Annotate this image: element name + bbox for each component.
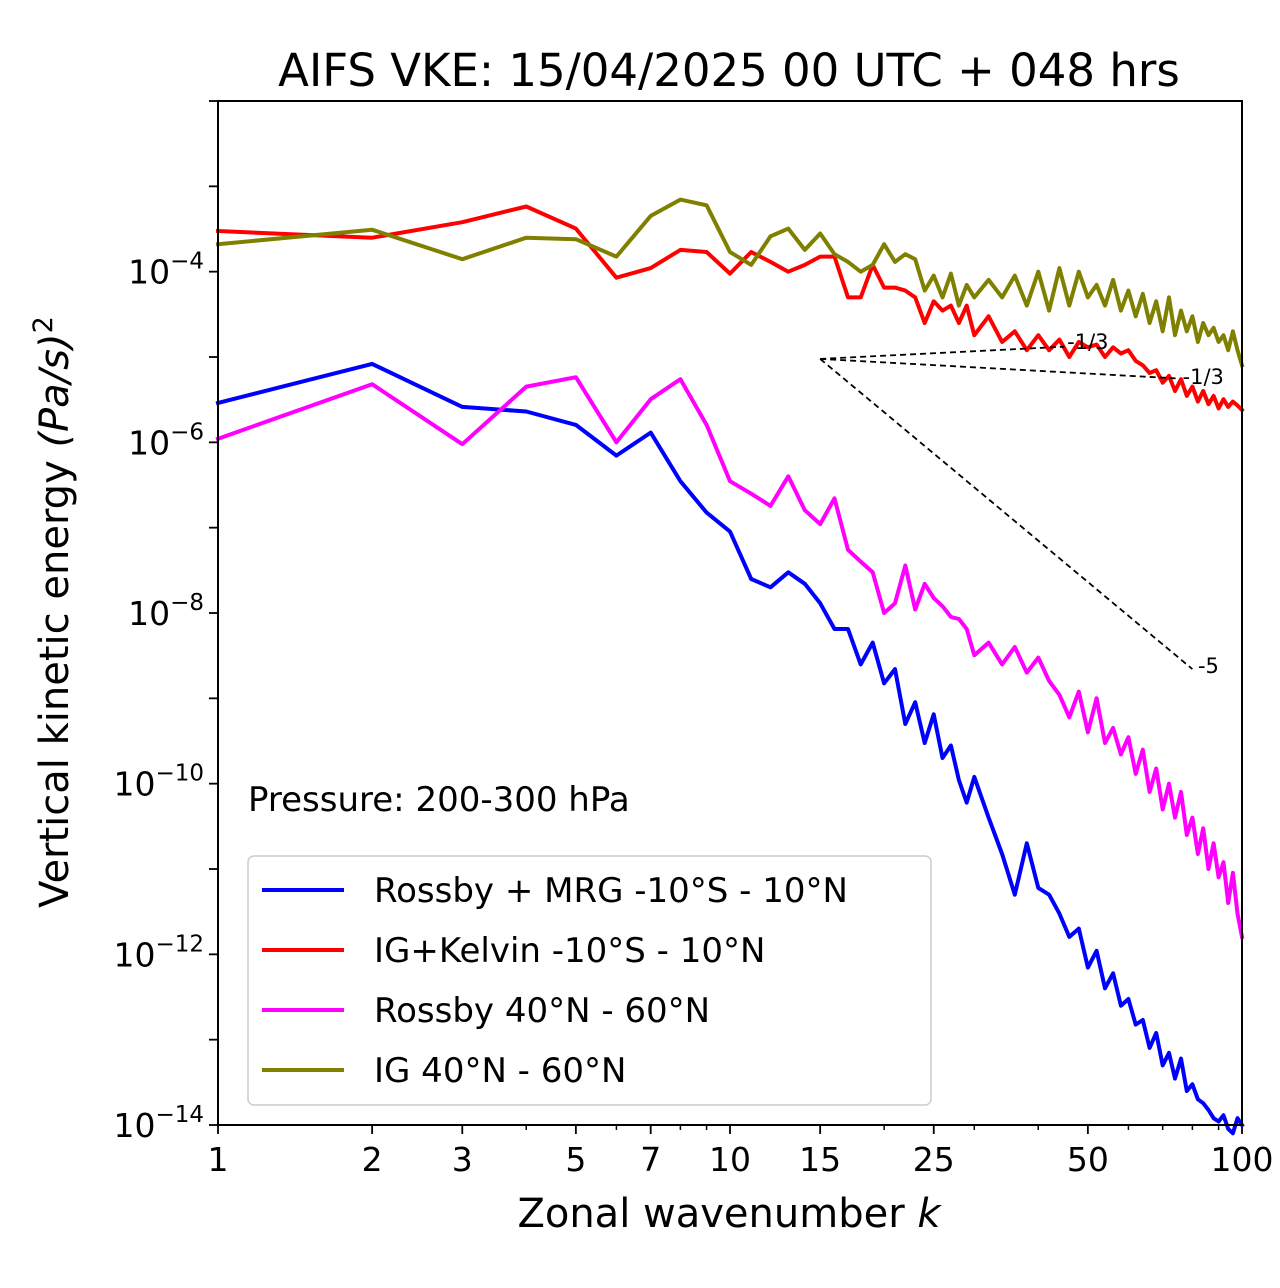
y-axis-label-units: (Pa/s) [32,333,78,447]
reference-line [819,358,1193,670]
legend-label-3: Rossby 40°N - 60°N [374,991,710,1031]
x-axis-ticks: 1 2 3 5 7 10 15 25 50 100 [208,1125,1274,1179]
x-tick-label: 1 [208,1140,229,1179]
reference-line-label: -1/3 [1183,365,1224,389]
y-tick-label-base: 10 [128,594,170,633]
y-tick-label-exponent: −10 [155,761,204,787]
x-axis-label: Zonal wavenumber k [517,1191,942,1237]
y-tick-label-base: 10 [128,423,170,462]
y-tick-label-base: 10 [113,935,155,974]
series-line-2 [215,204,1245,413]
series-line-3 [215,375,1245,940]
reference-line-label: -1/3 [1067,330,1108,354]
x-tick-label: 7 [640,1140,661,1179]
x-tick-label: 15 [799,1140,841,1179]
legend-label-2: IG+Kelvin -10°S - 10°N [374,931,765,971]
legend-label-1: Rossby + MRG -10°S - 10°N [374,871,848,911]
y-tick-label: 10−10 [113,761,204,804]
series-line-1 [215,361,1245,1136]
y-tick-label: 10−8 [128,590,204,633]
plot-frame [217,100,1243,1126]
series-line-4 [215,197,1245,368]
reference-slope-lines: -1/3 -1/3 -5 [819,330,1224,678]
x-tick-label: 3 [452,1140,473,1179]
legend-box [247,855,932,1106]
y-axis-label-exponent: 2 [28,316,59,333]
x-axis-label-text: Zonal wavenumber [517,1191,917,1237]
x-tick-label: 5 [565,1140,586,1179]
y-tick-label-base: 10 [128,253,170,292]
x-tick-label: 100 [1211,1140,1274,1179]
y-tick-label-base: 10 [113,765,155,804]
x-tick-label: 25 [913,1140,955,1179]
reference-line [820,345,1065,360]
y-tick-label-exponent: −12 [155,931,204,957]
y-tick-label-exponent: −4 [170,249,204,275]
pressure-annotation: Pressure: 200-300 hPa [248,780,630,820]
y-tick-label: 10−6 [128,419,204,462]
legend: Rossby + MRG -10°S - 10°N IG+Kelvin -10°S… [247,855,932,1106]
y-tick-label-base: 10 [113,1106,155,1145]
series-layer [215,197,1245,1136]
y-tick-label-exponent: −6 [170,419,204,445]
reference-line [820,358,1179,380]
y-tick-label-exponent: −14 [155,1102,204,1128]
chart-title: AIFS VKE: 15/04/2025 00 UTC + 048 hrs [278,44,1180,97]
x-tick-label: 2 [362,1140,383,1179]
y-tick-label: 10−4 [128,249,204,292]
y-axis-label: Vertical kinetic energy (Pa/s)2 [28,316,78,908]
x-axis-label-var: k [917,1191,942,1237]
y-tick-label-exponent: −8 [170,590,204,616]
legend-entries: Rossby + MRG -10°S - 10°N IG+Kelvin -10°S… [262,871,848,1091]
y-tick-label: 10−12 [113,931,204,974]
reference-line-label: -5 [1198,654,1219,678]
y-axis-label-text: Vertical kinetic energy [32,448,78,908]
x-tick-label: 50 [1067,1140,1109,1179]
x-tick-label: 10 [709,1140,751,1179]
legend-label-4: IG 40°N - 60°N [374,1051,626,1091]
y-tick-label: 10−14 [113,1102,204,1145]
